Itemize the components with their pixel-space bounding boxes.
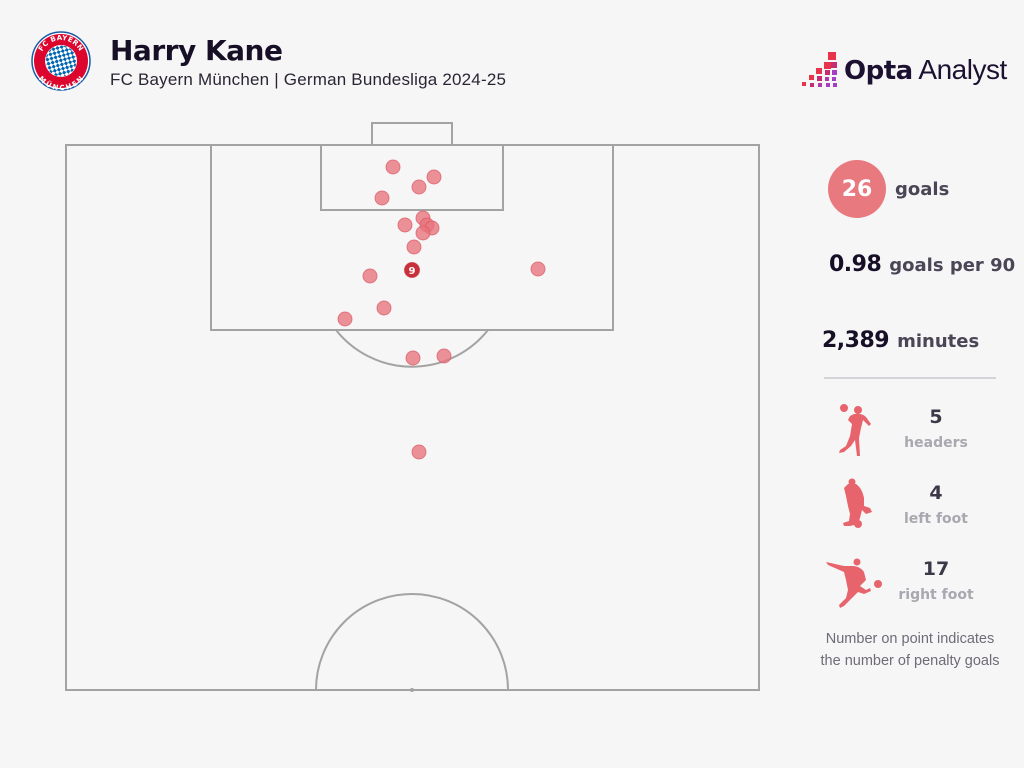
brand-name: Opta Analyst [844,54,1007,86]
goal-marker [415,225,431,241]
brand-name-light: Analyst [912,54,1007,85]
centre-spot [410,688,414,692]
goal-marker [411,444,427,460]
six-yard-box [320,144,504,211]
right-foot-count: 17 [922,558,950,580]
goal-marker [362,268,378,284]
header-player-icon [839,404,871,456]
minutes-value: 2,389 [822,328,890,353]
goal-marker [406,239,422,255]
goals-per-90-value: 0.98 [829,252,882,277]
goal-type-left-foot: 4 left foot [810,478,1024,548]
footnote-line-2: the number of penalty goals [820,653,1000,669]
footnote-line-1: Number on point indicates [825,631,995,647]
goal-frame [371,122,453,146]
goal-marker [426,169,442,185]
goal-markers: 9 [337,159,546,460]
penalty-goal-marker [404,262,420,278]
opta-pixel-logo-icon [802,52,837,87]
player-name: Harry Kane [110,34,283,67]
pitch-lines [65,122,760,691]
headers-count: 5 [929,406,943,428]
penalty-footnote: Number on point indicates the number of … [810,628,1010,672]
penalty-goal-count: 9 [409,266,416,277]
goal-type-headers: 5 headers [810,402,1024,472]
goal-marker [405,350,421,366]
goal-marker [419,217,435,233]
goals-label: goals [895,178,950,200]
goal-marker [424,220,440,236]
goal-marker [530,261,546,277]
goal-marker [337,311,353,327]
left-foot-count: 4 [929,482,943,504]
divider [824,377,996,379]
penalty-area [210,144,614,331]
goal-marker [411,179,427,195]
goal-marker [385,159,401,175]
centre-circle [315,593,509,691]
headers-label: headers [904,435,968,451]
left-foot-label: left foot [904,511,968,527]
pitch-outline [65,144,760,691]
stats-panel: 26 goals 0.98 goals per 90 2,389 minutes… [810,150,1024,690]
right-foot-label: right foot [898,587,974,603]
left-foot-player-icon [843,478,872,528]
header: FC BAYERN MÜNCHEN Harry Kane FC Bayern M… [0,0,1024,110]
minutes-stat: 2,389 minutes [822,328,979,353]
goals-per-90-label: goals per 90 [889,255,1016,276]
goals-stat: 26 goals [828,160,949,218]
opta-analyst-logo: Opta Analyst [798,50,1007,90]
fc-bayern-badge-icon: FC BAYERN MÜNCHEN [31,31,91,91]
brand-name-bold: Opta [844,56,913,86]
goal-marker [415,210,431,226]
penalty-arc [335,329,489,368]
goal-type-right-foot: 17 right foot [810,554,1024,624]
minutes-label: minutes [897,331,980,352]
goals-per-90-stat: 0.98 goals per 90 [829,252,1015,277]
goal-marker [374,190,390,206]
goal-marker [397,217,413,233]
subtitle: FC Bayern München | German Bundesliga 20… [110,70,507,89]
goal-marker [436,348,452,364]
goal-marker [376,300,392,316]
right-foot-player-icon [826,558,882,608]
goals-count-badge: 26 [828,160,886,218]
